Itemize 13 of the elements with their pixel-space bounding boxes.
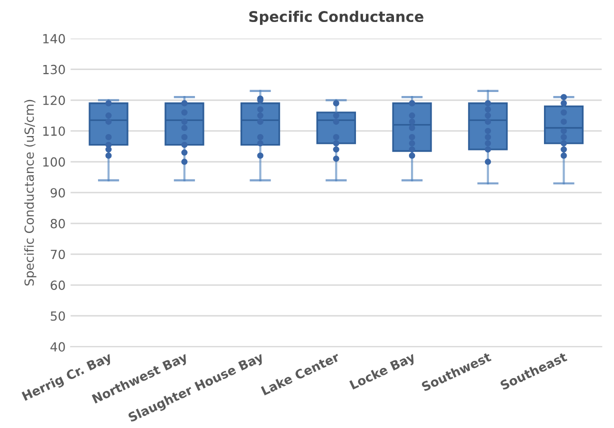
y-tick-label: 80 (50, 218, 65, 228)
y-tick-label: 130 (43, 64, 65, 74)
y-tick-label: 40 (50, 342, 65, 352)
y-tick-label: 90 (50, 188, 65, 198)
y-tick-label: 70 (50, 250, 65, 260)
y-tick-label: 50 (50, 311, 65, 321)
y-tick-label: 60 (50, 280, 65, 290)
y-tick-label: 100 (43, 157, 65, 167)
y-tick-label: 140 (43, 34, 65, 44)
y-tick-label: 110 (43, 126, 65, 136)
y-tick-label: 120 (43, 96, 65, 106)
chart-title: Specific Conductance (249, 10, 424, 25)
y-axis-title: Specific Conductance (uS/cm) (24, 100, 36, 286)
